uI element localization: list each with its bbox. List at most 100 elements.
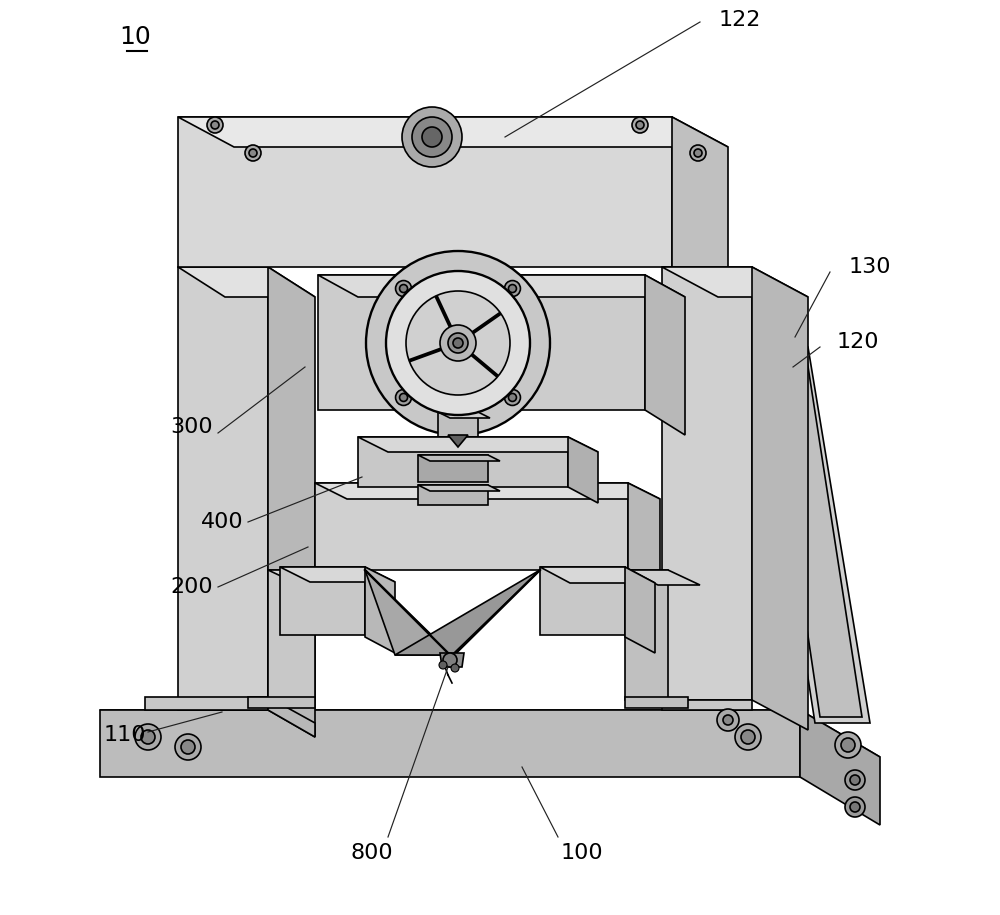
Polygon shape bbox=[280, 567, 395, 582]
Text: 110: 110 bbox=[104, 725, 146, 745]
Polygon shape bbox=[440, 653, 464, 667]
Circle shape bbox=[249, 149, 257, 157]
Polygon shape bbox=[418, 485, 488, 505]
Circle shape bbox=[386, 271, 530, 415]
Polygon shape bbox=[268, 570, 348, 585]
Circle shape bbox=[850, 775, 860, 785]
Polygon shape bbox=[752, 267, 808, 730]
Circle shape bbox=[508, 285, 516, 293]
Polygon shape bbox=[625, 567, 655, 653]
Text: 300: 300 bbox=[171, 417, 213, 437]
Polygon shape bbox=[568, 437, 598, 503]
Polygon shape bbox=[268, 267, 315, 737]
Circle shape bbox=[835, 732, 861, 758]
Circle shape bbox=[396, 390, 412, 405]
Text: 200: 200 bbox=[171, 577, 213, 597]
Circle shape bbox=[841, 738, 855, 752]
Polygon shape bbox=[395, 570, 540, 655]
Polygon shape bbox=[418, 455, 488, 482]
Circle shape bbox=[366, 251, 550, 435]
Circle shape bbox=[443, 653, 457, 667]
Circle shape bbox=[396, 281, 412, 296]
Circle shape bbox=[211, 121, 219, 129]
Circle shape bbox=[690, 145, 706, 161]
Circle shape bbox=[440, 325, 476, 361]
Polygon shape bbox=[645, 275, 685, 435]
Polygon shape bbox=[438, 412, 478, 437]
Circle shape bbox=[845, 797, 865, 817]
Circle shape bbox=[448, 333, 468, 353]
Circle shape bbox=[504, 390, 520, 405]
Polygon shape bbox=[268, 697, 315, 737]
Polygon shape bbox=[365, 570, 452, 655]
Polygon shape bbox=[625, 697, 688, 708]
Polygon shape bbox=[280, 567, 365, 635]
Polygon shape bbox=[358, 437, 568, 487]
Polygon shape bbox=[762, 325, 862, 717]
Polygon shape bbox=[662, 267, 752, 700]
Polygon shape bbox=[100, 710, 880, 757]
Circle shape bbox=[850, 802, 860, 812]
Polygon shape bbox=[318, 275, 645, 410]
Polygon shape bbox=[662, 267, 808, 297]
Polygon shape bbox=[540, 567, 625, 635]
Polygon shape bbox=[100, 710, 800, 777]
Circle shape bbox=[412, 117, 452, 157]
Polygon shape bbox=[662, 700, 752, 710]
Circle shape bbox=[741, 730, 755, 744]
Circle shape bbox=[175, 734, 201, 760]
Circle shape bbox=[135, 724, 161, 750]
Text: 100: 100 bbox=[561, 843, 603, 863]
Polygon shape bbox=[752, 317, 870, 723]
Polygon shape bbox=[418, 455, 500, 461]
Circle shape bbox=[406, 291, 510, 395]
Circle shape bbox=[694, 149, 702, 157]
Circle shape bbox=[723, 715, 733, 725]
Polygon shape bbox=[438, 412, 490, 418]
Polygon shape bbox=[448, 435, 468, 447]
Circle shape bbox=[207, 117, 223, 133]
Polygon shape bbox=[178, 267, 268, 710]
Circle shape bbox=[400, 285, 408, 293]
Polygon shape bbox=[178, 117, 672, 267]
Polygon shape bbox=[628, 483, 660, 587]
Circle shape bbox=[451, 664, 459, 672]
Polygon shape bbox=[418, 485, 500, 491]
Text: 122: 122 bbox=[719, 10, 761, 30]
Circle shape bbox=[400, 393, 408, 402]
Polygon shape bbox=[625, 570, 700, 585]
Circle shape bbox=[508, 393, 516, 402]
Circle shape bbox=[181, 740, 195, 754]
Polygon shape bbox=[672, 117, 728, 297]
Polygon shape bbox=[315, 483, 660, 499]
Circle shape bbox=[422, 127, 442, 147]
Polygon shape bbox=[540, 567, 655, 583]
Polygon shape bbox=[248, 697, 315, 708]
Polygon shape bbox=[268, 570, 315, 700]
Polygon shape bbox=[365, 567, 395, 653]
Circle shape bbox=[717, 709, 739, 731]
Circle shape bbox=[245, 145, 261, 161]
Text: 130: 130 bbox=[849, 257, 891, 277]
Circle shape bbox=[141, 730, 155, 744]
Polygon shape bbox=[318, 275, 685, 297]
Circle shape bbox=[439, 661, 447, 669]
Polygon shape bbox=[145, 697, 268, 710]
Circle shape bbox=[636, 121, 644, 129]
Text: 800: 800 bbox=[351, 843, 393, 863]
Polygon shape bbox=[800, 710, 880, 825]
Circle shape bbox=[735, 724, 761, 750]
Polygon shape bbox=[178, 267, 315, 297]
Text: 400: 400 bbox=[201, 512, 243, 532]
Text: 10: 10 bbox=[119, 25, 151, 49]
Polygon shape bbox=[358, 437, 598, 452]
Circle shape bbox=[402, 107, 462, 167]
Circle shape bbox=[632, 117, 648, 133]
Polygon shape bbox=[625, 570, 668, 700]
Circle shape bbox=[453, 338, 463, 348]
Text: 120: 120 bbox=[837, 332, 879, 352]
Circle shape bbox=[504, 281, 520, 296]
Polygon shape bbox=[315, 483, 628, 570]
Polygon shape bbox=[178, 117, 728, 147]
Circle shape bbox=[845, 770, 865, 790]
